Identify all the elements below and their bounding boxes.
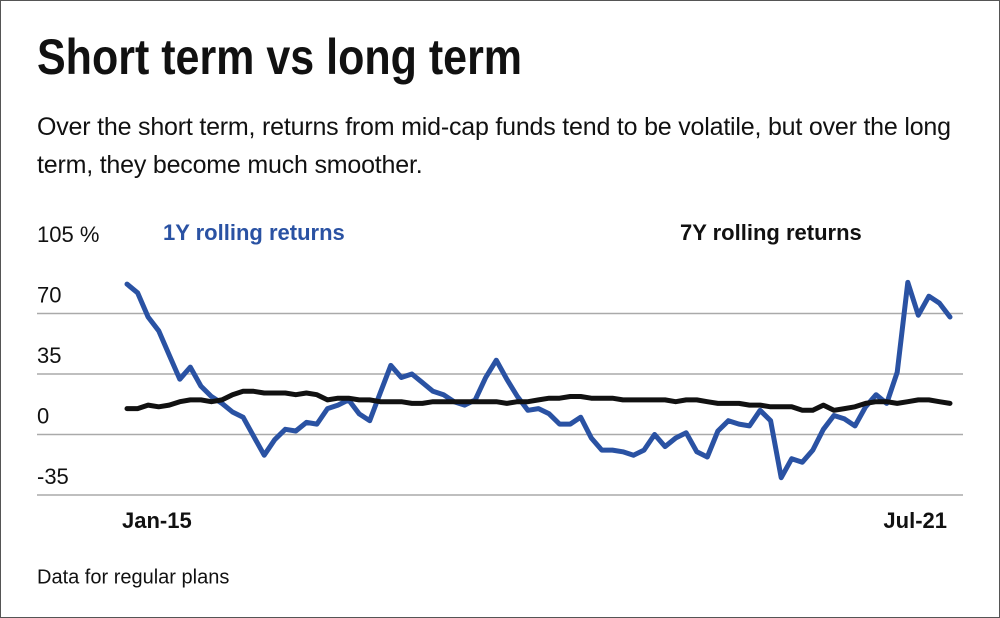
- x-tick-label: Jul-21: [883, 508, 947, 533]
- x-tick-label: Jan-15: [122, 508, 192, 533]
- legend-label: 1Y rolling returns: [163, 220, 345, 245]
- y-tick-label: -35: [37, 464, 69, 489]
- y-tick-label: 105 %: [37, 222, 99, 247]
- y-tick-label: 70: [37, 282, 61, 307]
- line-series: [124, 388, 953, 413]
- chart-title: Short term vs long term: [37, 29, 523, 85]
- y-tick-label: 0: [37, 403, 49, 428]
- line-series: [124, 279, 953, 481]
- y-tick-label: 35: [37, 343, 61, 368]
- chart-subtitle: Over the short term, returns from mid-ca…: [37, 113, 951, 179]
- legend-label: 7Y rolling returns: [680, 220, 862, 245]
- note: Data for regular plans: [37, 566, 229, 588]
